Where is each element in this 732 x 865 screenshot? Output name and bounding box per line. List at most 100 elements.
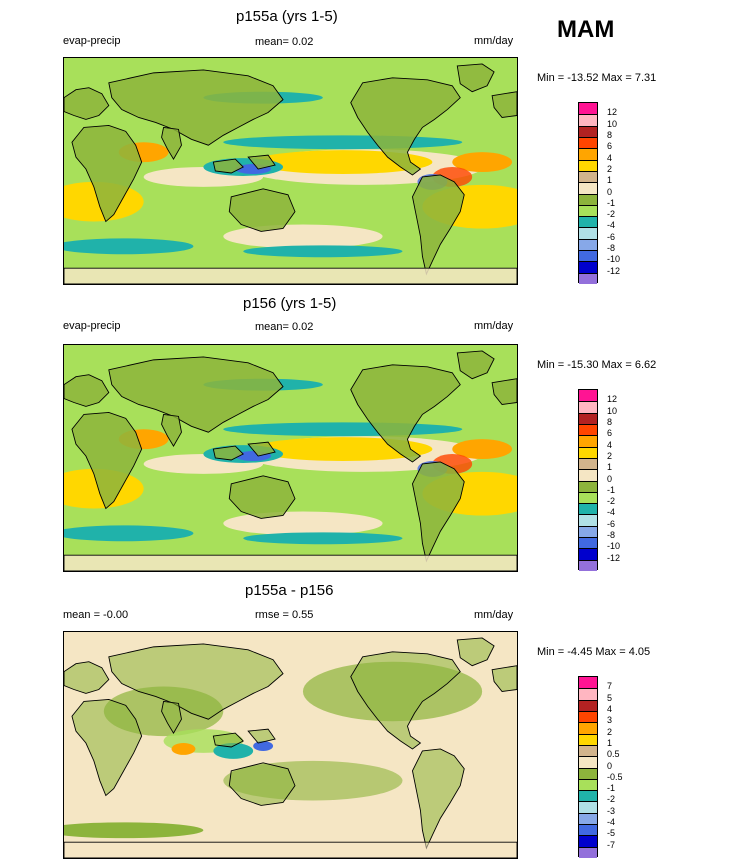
colorbar-label: 6 xyxy=(607,428,613,439)
colorbar-swatch xyxy=(579,423,597,436)
panel-1-mean-label: mean= 0.02 xyxy=(255,36,314,48)
colorbar-swatch xyxy=(579,767,597,779)
colorbar-label: -8 xyxy=(607,243,616,254)
colorbar-swatch xyxy=(579,525,597,538)
coastline xyxy=(64,267,517,284)
panel-2-variable-label: evap-precip xyxy=(63,320,121,332)
field-contour xyxy=(223,422,463,437)
colorbar-swatch xyxy=(579,390,597,402)
panel-1-colorbar xyxy=(578,102,598,284)
colorbar-swatch xyxy=(579,812,597,825)
coastline xyxy=(64,841,517,858)
coastline xyxy=(212,154,276,174)
colorbar-swatch xyxy=(579,227,597,239)
colorbar-swatch xyxy=(579,216,597,228)
colorbar-swatch xyxy=(579,503,597,515)
colorbar-label: 0.5 xyxy=(607,749,620,760)
colorbar-swatch xyxy=(579,250,597,262)
colorbar-label: -1 xyxy=(607,484,616,495)
field-contour xyxy=(452,152,513,172)
colorbar-swatch xyxy=(579,699,597,711)
panel-3-minmax: Min = -4.45 Max = 4.05 xyxy=(537,646,651,658)
coastline xyxy=(71,411,143,510)
panel-3-colorbar xyxy=(578,676,598,858)
colorbar-label: 3 xyxy=(607,715,613,726)
colorbar-swatch xyxy=(579,272,597,284)
colorbar-label: 10 xyxy=(607,405,618,416)
colorbar-label: 2 xyxy=(607,726,613,737)
colorbar-swatch xyxy=(579,136,597,149)
panel-1-units: mm/day xyxy=(474,35,514,47)
field-contour xyxy=(64,822,204,839)
colorbar-label: 4 xyxy=(607,152,613,163)
coastline xyxy=(228,188,296,232)
colorbar-swatch xyxy=(579,204,597,217)
colorbar-label: -4 xyxy=(607,220,616,231)
season-label: MAM xyxy=(557,16,615,43)
colorbar-label: 12 xyxy=(607,394,618,405)
panel-2-mean-label: mean= 0.02 xyxy=(255,321,314,333)
panel-1-variable-label: evap-precip xyxy=(63,35,121,47)
panel-3-mean-label: mean = -0.00 xyxy=(63,609,129,621)
panel-1-minmax: Min = -13.52 Max = 7.31 xyxy=(537,72,657,84)
colorbar-label: 12 xyxy=(607,107,618,118)
panel-1-title: p155a (yrs 1-5) xyxy=(236,8,338,25)
colorbar-label: -2 xyxy=(607,496,616,507)
coastline xyxy=(108,643,284,720)
field-contour xyxy=(64,238,194,255)
coastline xyxy=(161,126,182,160)
colorbar-label: -10 xyxy=(607,541,621,552)
coastline xyxy=(411,174,465,276)
colorbar-swatch xyxy=(579,710,597,723)
coastline xyxy=(161,700,182,734)
colorbar-swatch xyxy=(579,801,597,813)
panel-3-units: mm/day xyxy=(474,609,514,621)
field-contour xyxy=(452,439,513,459)
colorbar-label: 8 xyxy=(607,129,613,140)
coastline xyxy=(212,728,276,748)
colorbar-swatch xyxy=(579,125,597,137)
colorbar-swatch xyxy=(579,103,597,115)
world-map xyxy=(64,345,517,571)
panel-2-map xyxy=(63,344,518,572)
field-contour xyxy=(243,245,403,258)
colorbar-swatch xyxy=(579,182,597,194)
coastline xyxy=(456,63,495,93)
colorbar-swatch xyxy=(579,846,597,858)
colorbar-label: 0 xyxy=(607,186,613,197)
colorbar-label: 2 xyxy=(607,450,613,461)
colorbar-label: 4 xyxy=(607,703,613,714)
colorbar-label: -6 xyxy=(607,518,616,529)
colorbar-swatch xyxy=(579,514,597,526)
coastline xyxy=(64,554,517,571)
colorbar-label: -10 xyxy=(607,254,621,265)
colorbar-swatch xyxy=(579,412,597,424)
panel-1-map xyxy=(63,57,518,285)
colorbar-swatch xyxy=(579,469,597,481)
coastline xyxy=(456,637,495,667)
colorbar-label: 8 xyxy=(607,416,613,427)
colorbar-label: 2 xyxy=(607,163,613,174)
panel-2-units: mm/day xyxy=(474,320,514,332)
coastline xyxy=(64,374,517,407)
panel-2-colorbar xyxy=(578,389,598,571)
colorbar-label: 6 xyxy=(607,141,613,152)
coastline xyxy=(411,461,465,563)
coastline xyxy=(350,364,461,463)
colorbar-swatch xyxy=(579,722,597,734)
colorbar-label: -4 xyxy=(607,817,616,828)
colorbar-label: 10 xyxy=(607,118,618,129)
colorbar-label: -8 xyxy=(607,530,616,541)
colorbar-label: 1 xyxy=(607,737,613,748)
panel-2-title: p156 (yrs 1-5) xyxy=(243,295,337,312)
colorbar-swatch xyxy=(579,238,597,251)
colorbar-swatch xyxy=(579,744,597,757)
colorbar-swatch xyxy=(579,261,597,273)
colorbar-swatch xyxy=(579,824,597,836)
colorbar-label: -0.5 xyxy=(607,771,623,782)
coastline xyxy=(71,698,143,797)
colorbar-swatch xyxy=(579,688,597,700)
field-contour xyxy=(243,532,403,545)
colorbar-swatch xyxy=(579,193,597,205)
colorbar-label: 7 xyxy=(607,681,613,692)
